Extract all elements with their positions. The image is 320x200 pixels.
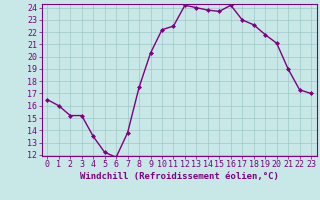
- X-axis label: Windchill (Refroidissement éolien,°C): Windchill (Refroidissement éolien,°C): [80, 172, 279, 181]
